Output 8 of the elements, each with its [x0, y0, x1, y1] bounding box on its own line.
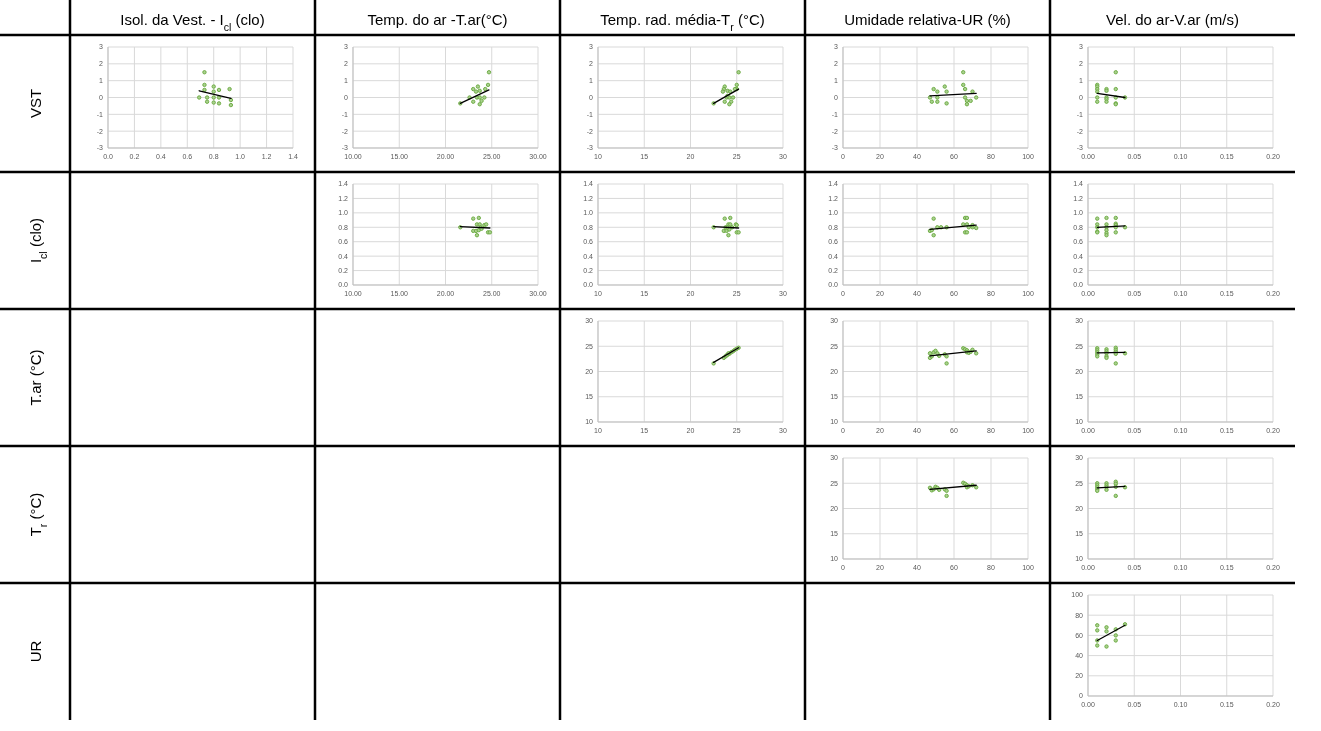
x-axis-title: Vel. do ar-V.ar (m/s)	[1106, 11, 1239, 28]
y-axis-title: UR	[27, 640, 44, 663]
x-axis-title: Temp. do ar -T.ar(°C)	[367, 11, 508, 28]
y-axis-title: T.ar (°C)	[27, 349, 44, 406]
x-axis-title: Umidade relativa-UR (%)	[844, 11, 1011, 28]
x-axis-title: Isol. da Vest. - I$_{cl}$ (clo)	[120, 11, 265, 33]
x-axis-title: Temp. rad. média-T$_{r}$ (°C)	[600, 11, 765, 33]
y-axis-title: VST	[27, 88, 44, 119]
